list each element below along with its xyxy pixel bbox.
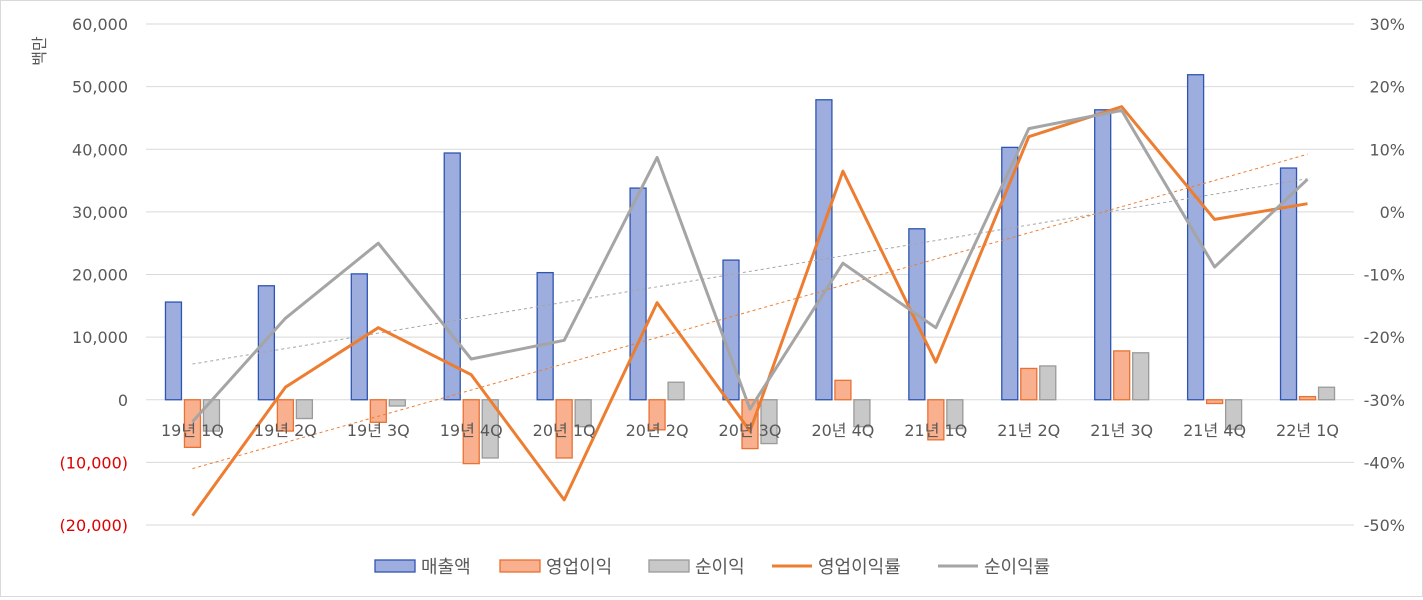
- left-axis-ticks: 60,000 50,000 40,000 30,000 20,000 10,000 0 (10…: [60, 15, 128, 535]
- bar-net-income: [667, 381, 685, 401]
- y-tick-label: 30,000: [72, 203, 128, 222]
- bar-net-income: [946, 399, 964, 430]
- x-tick-label: 21년 1Q: [904, 421, 967, 440]
- y2-tick-label: 10%: [1369, 140, 1405, 159]
- x-tick-label: 21년 3Q: [1090, 421, 1153, 440]
- x-tick-label: 19년 1Q: [161, 421, 224, 440]
- legend-label: 영업이익률: [818, 557, 901, 578]
- bar-net-income: [1317, 386, 1336, 401]
- bar-sales: [1001, 146, 1019, 401]
- line-operating-margin: [191, 105, 1308, 517]
- x-tick-label: 19년 3Q: [347, 421, 410, 440]
- bar-operating-profit: [741, 399, 759, 450]
- bar-sales: [257, 285, 276, 401]
- bar-net-income: [853, 399, 871, 428]
- x-tick-label: 20년 2Q: [626, 421, 689, 440]
- y-tick-label: (20,000): [60, 516, 128, 535]
- legend-label: 순이익률: [984, 557, 1050, 578]
- bar-operating-profit: [1205, 399, 1224, 405]
- bar-operating-profit: [927, 399, 945, 441]
- bar-operating-profit: [1020, 367, 1038, 401]
- y-tick-label: 40,000: [72, 140, 128, 159]
- right-axis-ticks: 30% 20% 10% 0% -10% -20% -30% -40% -50%: [1364, 15, 1405, 535]
- series-lines: [191, 105, 1309, 517]
- bars: [164, 74, 1336, 465]
- trendline: [192, 178, 1308, 365]
- y-tick-label: 20,000: [72, 266, 128, 285]
- trendlines: [192, 153, 1308, 470]
- y-tick-label: (10,000): [60, 453, 128, 472]
- x-tick-label: 19년 4Q: [440, 421, 503, 440]
- x-tick-label: 22년 1Q: [1276, 421, 1339, 440]
- bar-sales: [815, 99, 833, 401]
- y-tick-label: 0: [118, 391, 128, 410]
- bar-net-income: [388, 399, 406, 407]
- legend-swatch: [374, 559, 416, 573]
- bar-operating-profit: [276, 399, 295, 432]
- legend-label: 영업이익: [546, 557, 612, 578]
- bar-sales: [1279, 167, 1298, 401]
- legend: 매출액 영업이익 순이익 영업이익률 순이익률: [374, 557, 1050, 578]
- bar-operating-profit: [462, 399, 480, 465]
- bar-net-income: [1132, 352, 1150, 401]
- x-tick-label: 21년 4Q: [1183, 421, 1246, 440]
- bar-net-income: [760, 399, 778, 445]
- bar-operating-profit: [369, 399, 387, 423]
- y2-tick-label: 0%: [1380, 203, 1405, 222]
- y2-tick-label: -10%: [1364, 266, 1405, 285]
- y-tick-label: 50,000: [72, 78, 128, 97]
- bar-operating-profit: [1113, 350, 1131, 401]
- bar-operating-profit: [183, 399, 202, 448]
- bar-net-income: [1224, 399, 1243, 430]
- x-tick-label: 20년 1Q: [533, 421, 596, 440]
- y2-tick-label: -40%: [1364, 453, 1405, 472]
- x-tick-label: 20년 3Q: [719, 421, 782, 440]
- bar-sales: [164, 301, 183, 401]
- gridlines: [146, 23, 1354, 526]
- bar-operating-profit: [648, 399, 666, 431]
- x-tick-label: 21년 2Q: [997, 421, 1060, 440]
- y-axis-label: 백만: [30, 36, 49, 66]
- bar-net-income: [295, 399, 314, 420]
- x-axis-ticks: 19년 1Q 19년 2Q 19년 3Q 19년 4Q 20년 1Q 20년 2Q 20년 …: [161, 421, 1339, 440]
- y2-tick-label: 30%: [1369, 15, 1405, 34]
- bar-sales: [722, 259, 740, 401]
- y2-tick-label: 20%: [1369, 78, 1405, 97]
- y2-tick-label: -30%: [1364, 391, 1405, 410]
- bar-operating-profit: [555, 399, 573, 459]
- legend-label: 순이익: [695, 557, 745, 578]
- bar-operating-profit: [1298, 395, 1317, 401]
- y-tick-label: 60,000: [72, 15, 128, 34]
- x-tick-label: 19년 2Q: [254, 421, 317, 440]
- legend-swatch: [499, 559, 541, 573]
- y2-tick-label: -50%: [1364, 516, 1405, 535]
- x-tick-label: 20년 4Q: [811, 421, 874, 440]
- y2-tick-label: -20%: [1364, 328, 1405, 347]
- bar-sales: [1094, 109, 1112, 401]
- y-tick-label: 10,000: [72, 328, 128, 347]
- bar-operating-profit: [834, 379, 852, 401]
- trendline: [192, 153, 1308, 470]
- bar-net-income: [1039, 365, 1057, 401]
- legend-swatch: [648, 559, 690, 573]
- bar-net-income: [574, 399, 592, 428]
- bar-sales: [536, 271, 554, 401]
- legend-label: 매출액: [421, 557, 471, 578]
- bar-sales: [629, 187, 647, 401]
- line-net-margin: [191, 108, 1309, 423]
